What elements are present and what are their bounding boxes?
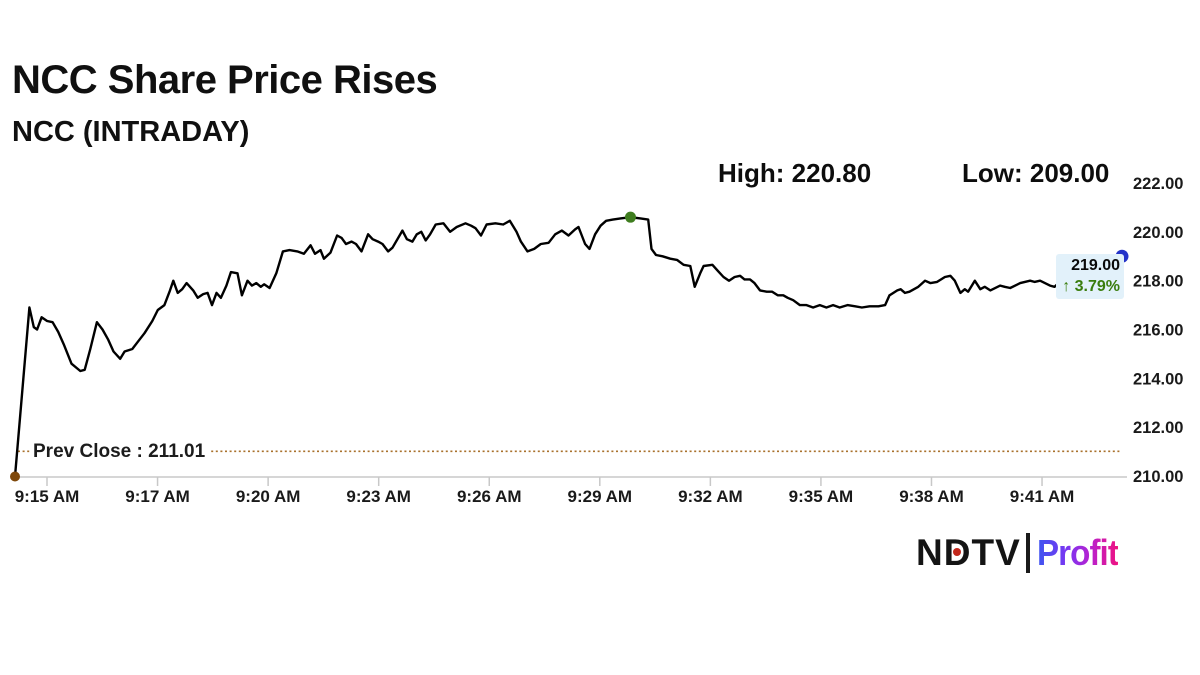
y-axis-label: 214.00 bbox=[1133, 370, 1183, 388]
prev-close-label: Prev Close : 211.01 bbox=[30, 440, 211, 464]
x-axis-label: 9:20 AM bbox=[236, 487, 301, 506]
open-marker bbox=[10, 471, 20, 482]
last-price-change: ↑ 3.79% bbox=[1062, 278, 1120, 295]
ndtv-profit-logo: NDTV Profit bbox=[916, 531, 1125, 575]
logo-divider bbox=[1025, 533, 1030, 573]
chart-subtitle: NCC (INTRADAY) bbox=[12, 116, 250, 148]
x-axis-label: 9:29 AM bbox=[568, 487, 633, 506]
last-price-callout: 219.00 ↑ 3.79% bbox=[1056, 254, 1124, 299]
x-axis-label: 9:32 AM bbox=[678, 487, 743, 506]
x-axis-label: 9:38 AM bbox=[899, 487, 964, 506]
page-title: NCC Share Price Rises bbox=[12, 58, 438, 102]
y-axis-label: 222.00 bbox=[1133, 175, 1183, 193]
x-axis-label: 9:17 AM bbox=[125, 487, 190, 506]
x-axis-label: 9:41 AM bbox=[1010, 487, 1075, 506]
y-axis-label: 216.00 bbox=[1133, 322, 1183, 340]
x-axis-label: 9:23 AM bbox=[346, 487, 411, 506]
last-price-value: 219.00 bbox=[1071, 257, 1120, 274]
y-axis-label: 212.00 bbox=[1133, 419, 1183, 437]
y-axis-label: 210.00 bbox=[1133, 468, 1183, 486]
day-high-stat: High: 220.80 bbox=[718, 158, 872, 188]
ndtv-red-dot-icon bbox=[952, 548, 961, 556]
profit-wordmark: Profit bbox=[1036, 532, 1119, 573]
high-marker bbox=[624, 211, 636, 223]
y-axis-label: 220.00 bbox=[1133, 224, 1183, 242]
y-axis-label: 218.00 bbox=[1133, 273, 1183, 291]
x-axis-label: 9:26 AM bbox=[457, 487, 522, 506]
x-axis-label: 9:35 AM bbox=[789, 487, 854, 506]
price-line bbox=[13, 216, 1124, 478]
ndtv-wordmark: NDTV bbox=[916, 532, 1021, 573]
day-low-stat: Low: 209.00 bbox=[962, 158, 1110, 188]
x-axis-label: 9:15 AM bbox=[15, 487, 80, 506]
